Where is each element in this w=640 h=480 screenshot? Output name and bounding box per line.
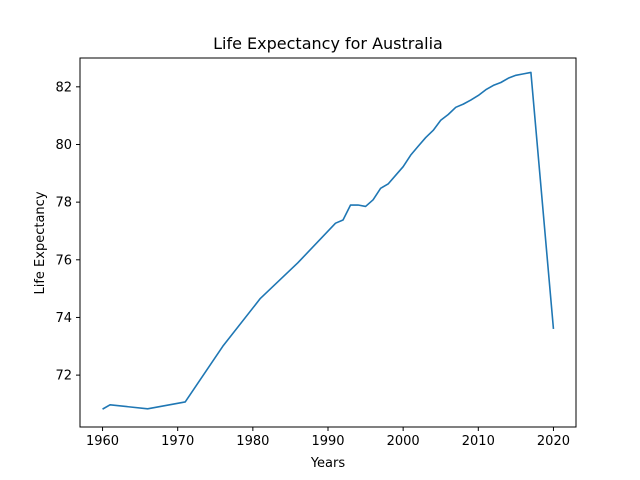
x-tick-label: 1980 xyxy=(236,434,269,449)
series-layer xyxy=(102,71,555,410)
y-tick-label: 76 xyxy=(55,253,72,268)
x-axis-ticks: 1960 1970 1980 1990 2000 2010 2020 xyxy=(86,427,570,449)
chart-title: Life Expectancy for Australia xyxy=(213,34,443,53)
x-tick-label: 1990 xyxy=(311,434,344,449)
y-axis-label: Life Expectancy xyxy=(33,191,48,294)
series-line xyxy=(102,71,555,410)
x-axis-label: Years xyxy=(310,456,346,471)
y-tick-label: 80 xyxy=(55,138,72,153)
x-tick-label: 1960 xyxy=(86,434,119,449)
x-tick-label: 2000 xyxy=(387,434,420,449)
plot-frame xyxy=(79,57,577,428)
y-tick-label: 74 xyxy=(55,311,72,326)
x-tick-label: 2020 xyxy=(537,434,570,449)
y-tick-label: 72 xyxy=(55,369,72,384)
y-tick-label: 78 xyxy=(55,196,72,211)
y-tick-label: 82 xyxy=(55,80,72,95)
x-tick-label: 2010 xyxy=(462,434,495,449)
y-axis-ticks: 72 74 76 78 80 82 xyxy=(55,80,80,384)
plot-area xyxy=(80,58,576,427)
x-tick-label: 1970 xyxy=(161,434,194,449)
